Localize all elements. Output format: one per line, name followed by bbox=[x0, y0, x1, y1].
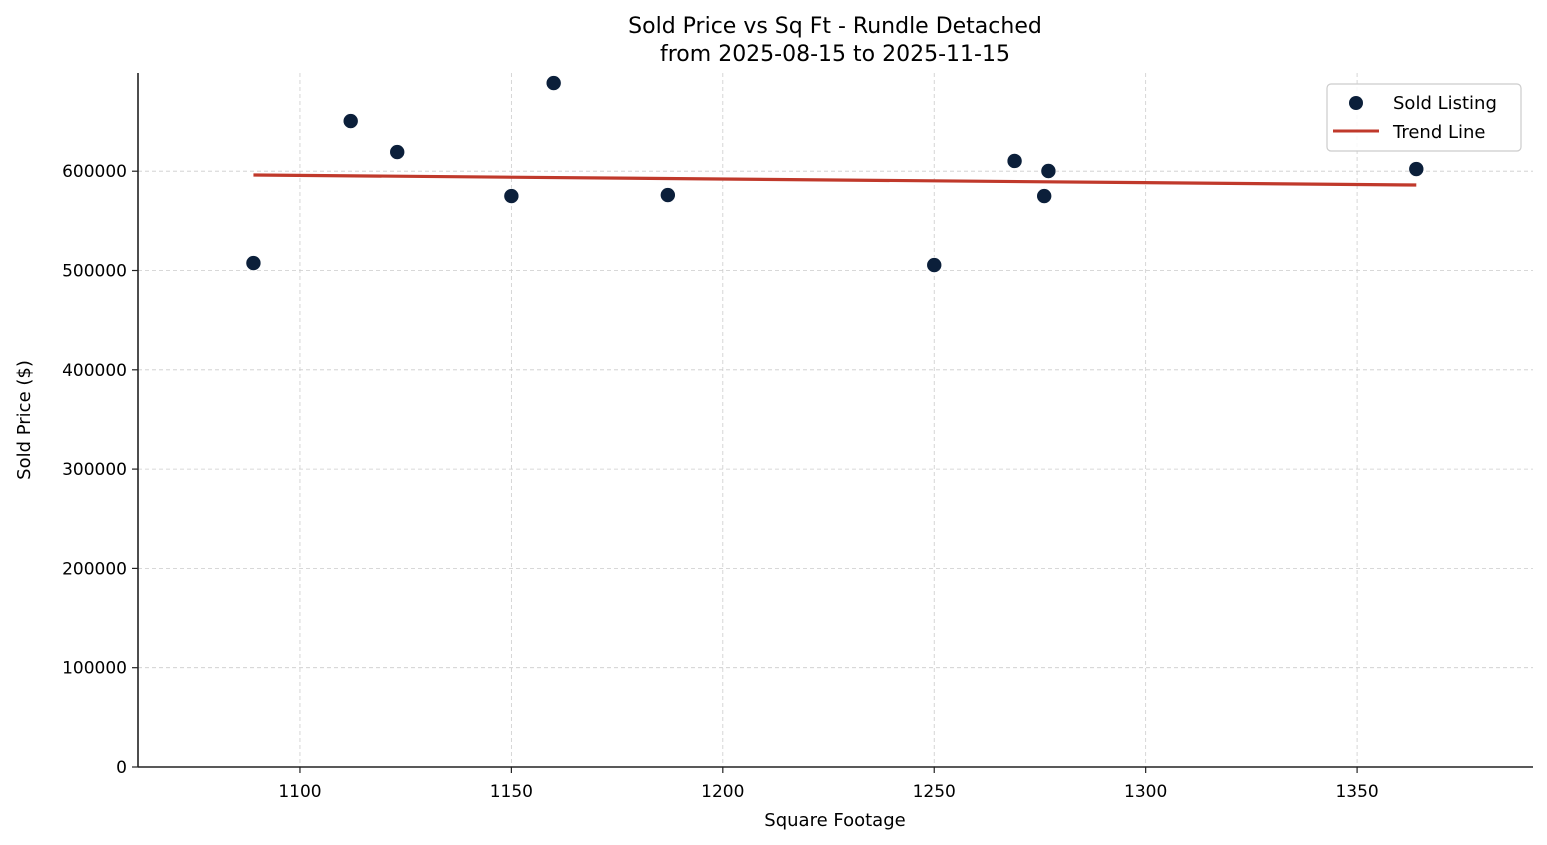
data-point bbox=[660, 187, 676, 203]
data-point bbox=[545, 75, 562, 91]
x-tick-label: 1150 bbox=[490, 782, 533, 802]
data-point bbox=[503, 188, 520, 204]
x-axis-ticks: 1100 1150 1200 1250 1300 1350 bbox=[278, 767, 1379, 802]
y-axis-ticks: 0 100000 200000 300000 400000 500000 600000 bbox=[62, 162, 138, 778]
data-point bbox=[1040, 163, 1057, 179]
legend: Sold Listing Trend Line bbox=[1326, 83, 1522, 152]
x-tick-label: 1350 bbox=[1335, 782, 1378, 802]
legend-box bbox=[1326, 83, 1522, 152]
y-axis-label: Sold Price ($) bbox=[14, 360, 35, 480]
data-point bbox=[926, 257, 943, 273]
legend-marker-dot-icon bbox=[1349, 96, 1363, 110]
x-tick-label: 1100 bbox=[278, 782, 321, 802]
y-tick-label: 0 bbox=[116, 758, 127, 778]
data-point bbox=[245, 255, 262, 271]
legend-label-trend-line: Trend Line bbox=[1392, 122, 1486, 143]
x-axis-label: Square Footage bbox=[764, 810, 905, 831]
y-tick-label: 600000 bbox=[62, 162, 127, 182]
data-point bbox=[1006, 153, 1023, 169]
y-tick-label: 100000 bbox=[62, 659, 127, 679]
y-tick-label: 400000 bbox=[62, 361, 127, 381]
y-tick-label: 300000 bbox=[62, 460, 127, 480]
data-point bbox=[1036, 188, 1052, 204]
trend-line bbox=[253, 173, 1417, 187]
chart-title: Sold Price vs Sq Ft - Rundle Detached bbox=[628, 14, 1042, 39]
data-point bbox=[342, 113, 359, 129]
x-tick-label: 1300 bbox=[1124, 782, 1167, 802]
chart-subtitle: from 2025-08-15 to 2025-11-15 bbox=[660, 42, 1010, 67]
data-point bbox=[1408, 161, 1425, 177]
legend-label-sold-listing: Sold Listing bbox=[1393, 93, 1497, 114]
data-point bbox=[389, 144, 406, 160]
x-tick-label: 1250 bbox=[913, 782, 956, 802]
grid-lines bbox=[138, 73, 1533, 767]
trend-line-segment bbox=[253, 173, 1417, 187]
x-tick-label: 1200 bbox=[701, 782, 744, 802]
data-points bbox=[245, 75, 1425, 273]
y-tick-label: 500000 bbox=[62, 262, 127, 282]
y-tick-label: 200000 bbox=[62, 559, 127, 579]
